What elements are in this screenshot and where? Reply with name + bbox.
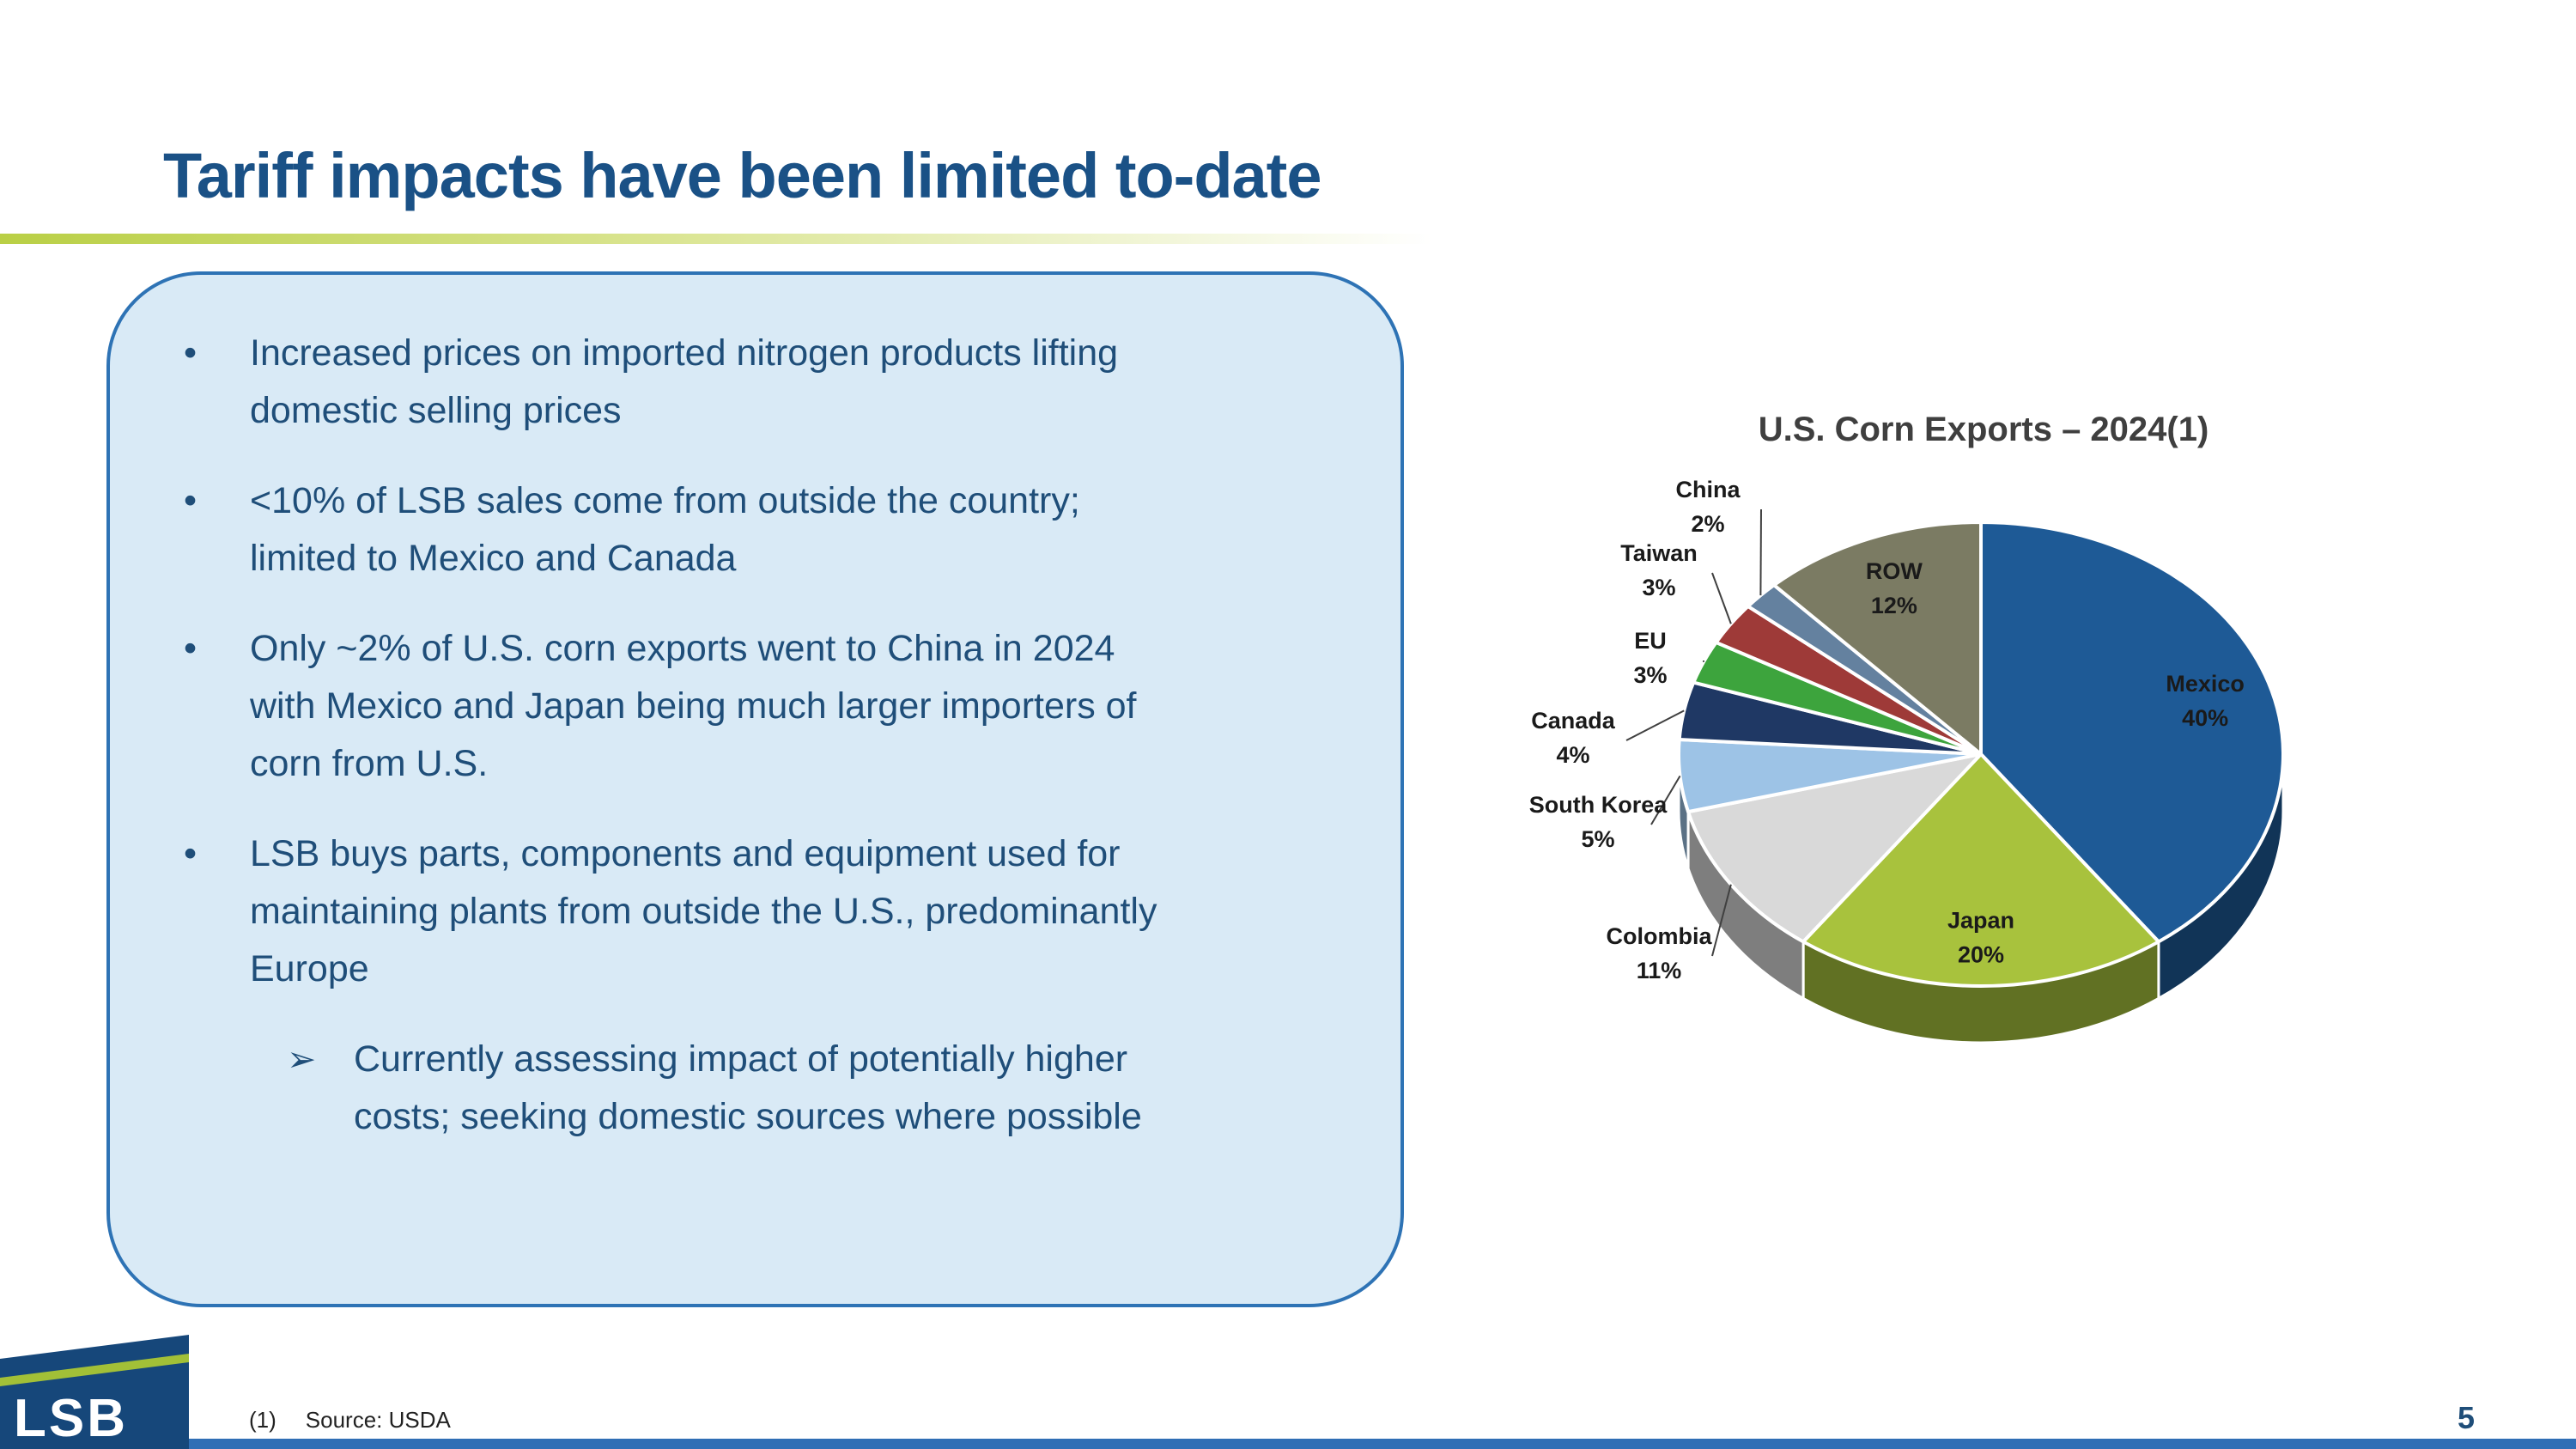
pie-label-row: ROW [1866,558,1923,584]
content-box: • Increased prices on imported nitrogen … [106,271,1404,1307]
pie-label-pct-japan: 20% [1958,942,2004,968]
pie-label-pct-china: 2% [1691,511,1724,537]
sub-bullet-text: Currently assessing impact of potentiall… [354,1038,1142,1137]
pie-label-china: China [1675,477,1741,502]
bullet-icon: • [184,833,197,874]
bullet-icon: • [184,332,197,374]
leader-line-canada [1625,709,1685,741]
arrow-bullet-icon: ➢ [287,1039,317,1079]
page-title: Tariff impacts have been limited to-date [163,140,1321,211]
bullet-text: <10% of LSB sales come from outside the … [250,480,1080,579]
pie-slice-japan [1801,752,2160,988]
bullet-item: • Increased prices on imported nitrogen … [184,325,1340,440]
bullet-item: • <10% of LSB sales come from outside th… [184,472,1340,588]
bullet-text: Only ~2% of U.S. corn exports went to Ch… [250,628,1137,784]
leader-line-south-korea [1650,775,1681,825]
pie-label-mexico: Mexico [2166,671,2245,697]
pie-slice-side-colombia [1686,811,1805,1001]
pie-label-canada: Canada [1531,708,1616,734]
footnote: (1) Source: USDA [249,1407,451,1434]
footnote-marker: (1) [249,1407,276,1433]
pie-slice-side-mexico [2157,753,2285,1001]
bullet-text: Increased prices on imported nitrogen pr… [250,332,1119,431]
pie-label-pct-eu: 3% [1633,662,1667,688]
pie-slice-china [1746,583,1983,756]
pie-slice-taiwan [1714,604,1983,756]
pie-slice-side-south-korea [1677,753,1690,869]
logo-text: LSB [14,1389,128,1448]
leader-line-colombia [1711,884,1732,957]
pie-label-pct-canada: 4% [1556,742,1589,768]
pie-slice-side-japan [1801,939,2160,1044]
bottom-accent-bar [0,1439,2576,1449]
leader-line-china [1759,508,1762,596]
bullet-list: • Increased prices on imported nitrogen … [110,275,1400,1146]
pie-label-japan: Japan [1947,908,2014,934]
page-number: 5 [2458,1400,2476,1435]
bullet-item: • Only ~2% of U.S. corn exports went to … [184,620,1340,793]
pie-slice-eu [1692,640,1983,756]
pie-slice-mexico [1979,521,2285,944]
pie-slice-south-korea [1677,738,1983,814]
leader-line-taiwan [1711,572,1732,624]
pie-label-pct-south-korea: 5% [1581,826,1614,852]
chart-title: U.S. Corn Exports – 2024(1) [1758,411,2209,448]
pie-slice-canada [1677,680,1983,756]
bullet-item: • LSB buys parts, components and equipme… [184,825,1340,998]
title-underline [0,234,1432,244]
bullet-icon: • [184,628,197,669]
pie-slice-colombia [1686,752,1983,944]
sub-bullet-item: ➢ Currently assessing impact of potentia… [287,1031,1340,1146]
pie-label-pct-taiwan: 3% [1642,575,1675,600]
pie-label-south-korea: South Korea [1529,792,1668,818]
pie-label-eu: EU [1634,628,1667,654]
pie-slice-row [1772,521,1983,756]
pie-label-colombia: Colombia [1606,923,1712,949]
lsb-logo: LSB [0,1335,189,1449]
pie-label-pct-row: 12% [1871,593,1917,618]
logo-green-stripe [0,1354,189,1386]
pie-label-pct-mexico: 40% [2182,705,2228,731]
bullet-icon: • [184,480,197,521]
pie-label-pct-colombia: 11% [1637,958,1682,983]
bullet-text: LSB buys parts, components and equipment… [250,833,1157,989]
footnote-text: Source: USDA [305,1407,451,1433]
pie-label-taiwan: Taiwan [1620,540,1698,566]
